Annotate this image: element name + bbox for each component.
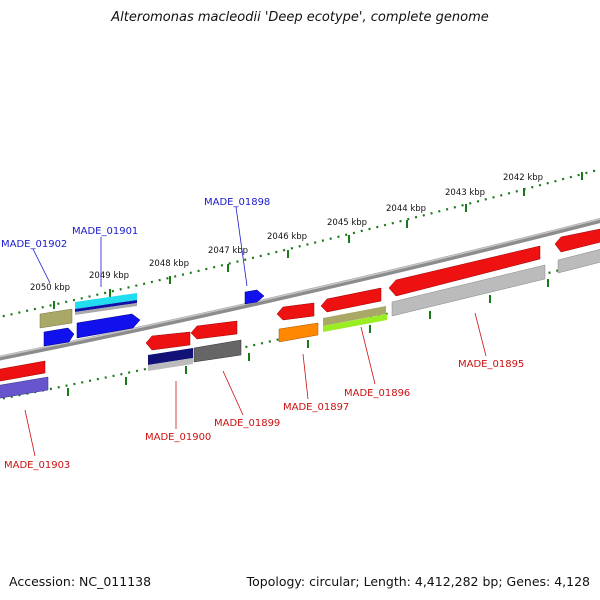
gene-feature (190, 320, 238, 340)
gene-feature (323, 306, 386, 326)
gene-feature (75, 300, 137, 312)
ruler-upper (0, 168, 600, 319)
gene-feature (557, 249, 600, 274)
gene-feature (148, 358, 193, 371)
gene-feature (554, 228, 600, 253)
kbp-label: 2046 kbp (267, 232, 307, 242)
major-ticks-upper (53, 172, 583, 309)
gene-label: MADE_01902 (1, 239, 67, 250)
gene-feature (75, 293, 137, 309)
kbp-label: 2045 kbp (327, 218, 367, 228)
kbp-label: 2044 kbp (386, 204, 426, 214)
gene-feature (43, 327, 75, 347)
gene-feature (278, 322, 319, 343)
forward-features (39, 289, 265, 347)
backbone (0, 217, 600, 361)
gene-label: MADE_01900 (145, 432, 211, 443)
gene-feature (148, 348, 193, 365)
gene-feature (320, 287, 382, 313)
kbp-label: 2048 kbp (149, 259, 189, 269)
gene-label: MADE_01895 (458, 359, 524, 370)
gene-feature (76, 313, 141, 339)
kbp-label: 2043 kbp (445, 188, 485, 198)
topology-text: Topology: circular; Length: 4,412,282 bp… (246, 574, 590, 589)
gene-feature (0, 376, 49, 399)
gene-label: MADE_01899 (214, 418, 280, 429)
reverse-features (0, 228, 600, 399)
gene-feature (323, 314, 387, 332)
major-ticks-lower (67, 279, 549, 396)
kbp-label: 2049 kbp (89, 271, 129, 281)
label-leaders (24, 206, 487, 457)
map-title: Alteromonas macleodii 'Deep ecotype', co… (111, 10, 489, 25)
gene-label: MADE_01903 (4, 460, 70, 471)
gene-label: MADE_01901 (72, 226, 138, 237)
gene-feature (276, 302, 315, 321)
gene-feature (193, 339, 242, 363)
gene-label: MADE_01897 (283, 402, 349, 413)
gene-feature (145, 331, 191, 351)
gene-label: MADE_01896 (344, 388, 410, 399)
kbp-label: 2042 kbp (503, 173, 543, 183)
gene-feature (0, 360, 46, 382)
gene-feature (39, 308, 73, 329)
gene-feature (75, 303, 137, 315)
gene-label: MADE_01898 (204, 197, 270, 208)
gene-feature (388, 245, 541, 297)
gene-feature (391, 264, 546, 317)
kbp-label: 2047 kbp (208, 246, 248, 256)
accession-text: Accession: NC_011138 (9, 574, 152, 589)
kbp-label: 2050 kbp (30, 283, 70, 293)
gene-feature (244, 289, 265, 305)
